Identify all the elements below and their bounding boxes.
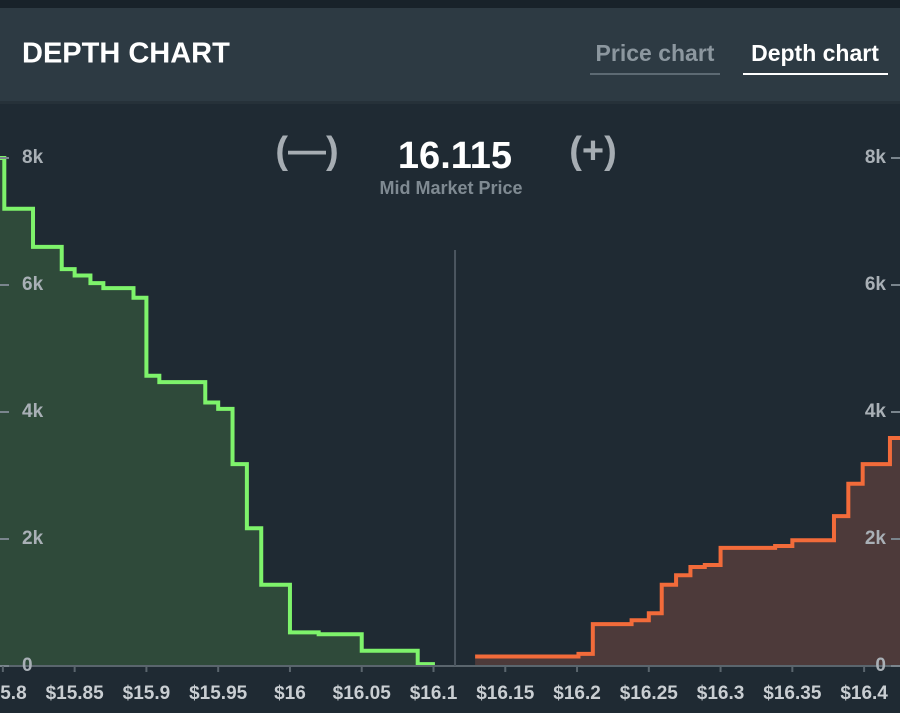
tab-active[interactable]: Depth chart	[751, 40, 879, 66]
y-tick-label: 8k	[22, 147, 44, 168]
x-tick-label: $15.85	[46, 683, 105, 704]
y-tick-label: 2k	[865, 528, 887, 549]
tab[interactable]: Price chart	[596, 40, 715, 66]
x-tick-label: $16.25	[620, 683, 679, 704]
x-tick-label: $16.15	[476, 683, 535, 704]
y-tick-label: 0	[875, 655, 886, 676]
x-tick-label: $16.2	[553, 683, 601, 704]
mid-price-label: Mid Market Price	[379, 178, 522, 198]
x-tick-label: $15.8	[0, 683, 27, 704]
x-tick-label: $16	[274, 683, 306, 704]
x-tick-label: $16.1	[410, 683, 458, 704]
y-tick-label: 6k	[22, 274, 44, 295]
x-tick-label: $16.05	[333, 683, 392, 704]
x-tick-label: $16.3	[697, 683, 745, 704]
header-title: DEPTH CHART	[22, 38, 230, 70]
y-tick-label: 2k	[22, 528, 44, 549]
header-bar	[0, 8, 900, 103]
depth-line	[0, 156, 435, 667]
x-tick-label: $15.95	[189, 683, 248, 704]
top-strip	[0, 0, 900, 8]
y-tick-label: 0	[22, 655, 33, 676]
y-tick-label: 6k	[865, 274, 887, 295]
zoom-in-button[interactable]: (+)	[569, 130, 617, 172]
x-tick-label: $16.4	[840, 683, 888, 704]
y-tick-label: 4k	[865, 401, 887, 422]
depth-area	[0, 158, 435, 666]
depth-line	[475, 436, 900, 659]
header-border	[0, 101, 900, 104]
y-tick-label: 8k	[865, 147, 887, 168]
y-tick-label: 4k	[22, 401, 44, 422]
x-tick-label: $15.9	[123, 683, 171, 704]
mid-price: 16.115	[398, 135, 512, 177]
zoom-out-button[interactable]: (—)	[275, 130, 338, 172]
depth-area	[475, 438, 900, 666]
x-tick-label: $16.35	[763, 683, 822, 704]
